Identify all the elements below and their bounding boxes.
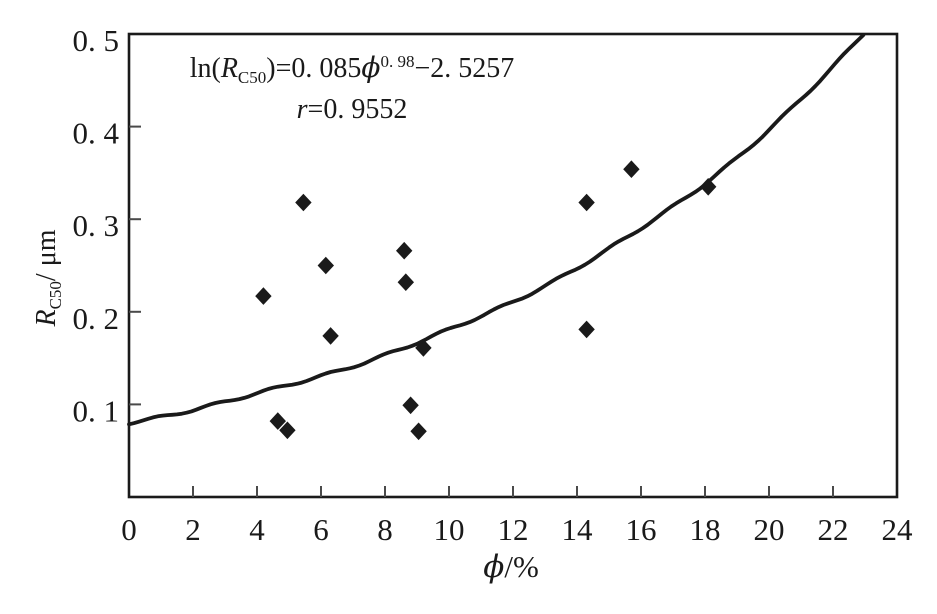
- x-tick-label: 0: [121, 512, 137, 547]
- fit-curve: [127, 33, 866, 427]
- x-tick-label: 4: [249, 512, 265, 547]
- eq-phi-symbol: ϕ: [361, 51, 381, 84]
- eq-var-subscript: C50: [237, 68, 267, 87]
- data-point-diamond: [578, 193, 595, 212]
- x-tick-label: 18: [690, 512, 721, 547]
- x-tick-label: 6: [313, 512, 329, 547]
- r-value: =0. 9552: [307, 94, 408, 125]
- r-symbol: r: [296, 94, 308, 125]
- x-tick-label: 16: [626, 512, 657, 547]
- x-tick-label: 2: [185, 512, 201, 547]
- eq-intercept: −2. 5257: [414, 53, 515, 84]
- eq-coefficient: )=0. 085: [266, 53, 362, 84]
- y-axis-label: RC50/ μm: [31, 229, 65, 327]
- x-tick-label: 22: [818, 512, 849, 547]
- x-tick-label: 24: [882, 512, 914, 547]
- y-axis-unit: / μm: [31, 229, 62, 282]
- x-tick-label: 10: [434, 512, 465, 547]
- x-axis-label: ϕ/%: [483, 549, 539, 585]
- data-point-diamond: [396, 241, 413, 260]
- y-tick-label: 0. 4: [73, 116, 120, 151]
- data-point-diamond: [322, 327, 339, 345]
- data-point-diamond: [700, 178, 717, 196]
- y-axis-variable: R: [31, 309, 62, 327]
- data-point-diamond: [578, 320, 595, 339]
- x-tick-label: 8: [377, 512, 393, 547]
- x-tick-label: 20: [754, 512, 785, 547]
- fit-equation: ln(RC50)=0. 085ϕ0. 98−2. 5257: [162, 47, 542, 89]
- y-axis-subscript: C50: [46, 281, 65, 310]
- x-axis-phi-symbol: ϕ: [483, 549, 505, 585]
- fit-annotation: ln(RC50)=0. 085ϕ0. 98−2. 5257 r=0. 9552: [162, 47, 542, 130]
- data-point-diamond: [279, 421, 296, 440]
- data-point-diamond: [402, 396, 419, 415]
- data-point-diamond: [397, 273, 414, 291]
- data-point-diamond: [295, 193, 312, 212]
- x-tick-label: 14: [562, 512, 594, 547]
- eq-exponent: 0. 98: [380, 52, 415, 71]
- data-point-diamond: [415, 339, 432, 357]
- fit-r-value: r=0. 9552: [162, 89, 542, 130]
- y-tick-label: 0. 1: [73, 393, 120, 428]
- x-tick-label: 12: [498, 512, 529, 547]
- y-tick-label: 0. 5: [73, 23, 120, 58]
- x-axis-unit: /%: [504, 549, 539, 584]
- data-point-diamond: [623, 160, 640, 178]
- y-tick-label: 0. 2: [73, 301, 120, 336]
- data-point-diamond: [410, 422, 427, 441]
- eq-var-r50: R: [220, 53, 238, 84]
- eq-ln: ln(: [189, 53, 221, 84]
- data-point-diamond: [269, 412, 286, 430]
- data-point-diamond: [255, 287, 272, 305]
- y-tick-label: 0. 3: [73, 208, 120, 243]
- data-point-diamond: [317, 256, 334, 275]
